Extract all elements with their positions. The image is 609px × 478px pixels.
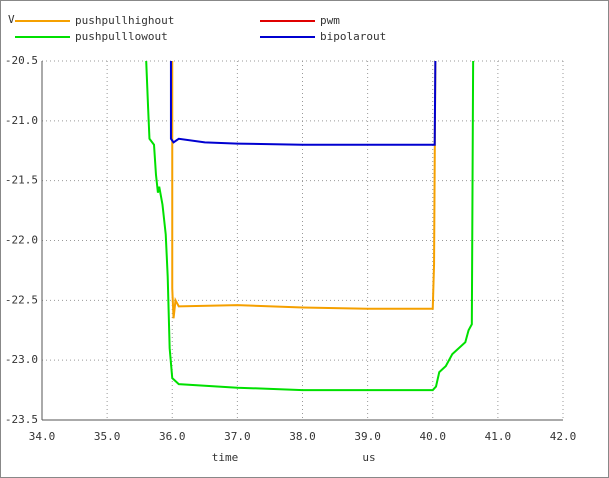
y-axis-label: V [8, 13, 15, 26]
y-tick-label: -21.0 [5, 114, 38, 127]
series-line [169, 61, 437, 146]
x-tick-label: 35.0 [94, 430, 121, 443]
series-line [145, 61, 475, 392]
x-axis-unit: us [362, 451, 375, 464]
plot-area [145, 61, 475, 392]
x-tick-label: 41.0 [485, 430, 512, 443]
legend-label: pushpullhighout [75, 14, 174, 27]
x-tick-label: 42.0 [550, 430, 577, 443]
x-tick-label: 40.0 [420, 430, 447, 443]
y-tick-label: -21.5 [5, 174, 38, 187]
y-tick-label: -22.5 [5, 293, 38, 306]
y-tick-label: -22.0 [5, 234, 38, 247]
y-tick-label: -23.0 [5, 353, 38, 366]
x-tick-label: 37.0 [224, 430, 251, 443]
x-tick-label: 38.0 [289, 430, 316, 443]
legend-label: pushpulllowout [75, 30, 168, 43]
legend-label: bipolarout [320, 30, 386, 43]
y-tick-label: -23.5 [5, 413, 38, 426]
x-tick-label: 36.0 [159, 430, 186, 443]
legend-label: pwm [320, 14, 340, 27]
x-tick-label: 34.0 [29, 430, 56, 443]
y-tick-label: -20.5 [5, 54, 38, 67]
x-tick-label: 39.0 [354, 430, 381, 443]
x-axis-label: time [212, 451, 239, 464]
series-line [171, 61, 437, 319]
